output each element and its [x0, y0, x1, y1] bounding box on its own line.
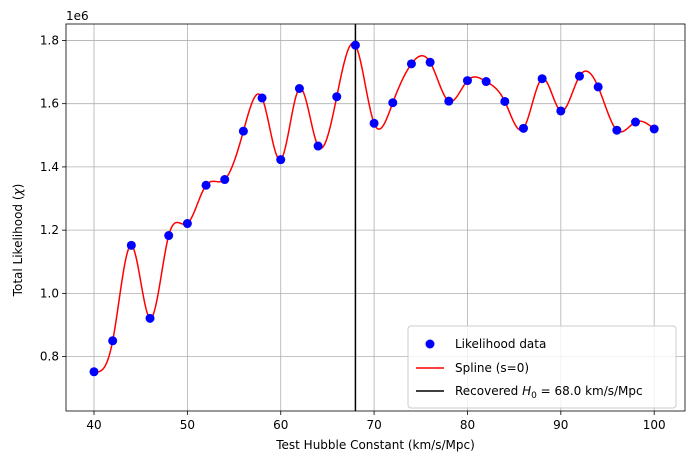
x-axis-label: Test Hubble Constant (km/s/Mpc) — [275, 438, 475, 452]
y-tick-label: 1.0 — [40, 286, 59, 300]
legend: Likelihood data Spline (s=0) Recovered H… — [407, 325, 677, 409]
legend-label-recovered-subscript: 0 — [531, 391, 537, 401]
data-point — [201, 180, 211, 190]
data-point — [518, 123, 528, 133]
data-point — [388, 98, 398, 108]
y-tick-label: 1.6 — [40, 97, 59, 111]
data-point — [481, 77, 491, 87]
x-tick-label: 50 — [180, 418, 195, 432]
data-point — [612, 125, 622, 135]
data-point — [238, 126, 248, 136]
data-point — [500, 96, 510, 106]
x-tick-label: 80 — [460, 418, 475, 432]
y-tick-label: 1.8 — [40, 33, 59, 47]
y-axis-label-suffix: ) — [11, 184, 25, 189]
x-tick-label: 60 — [273, 418, 288, 432]
data-point — [574, 71, 584, 81]
data-point — [182, 219, 192, 229]
data-point — [537, 74, 547, 84]
y-axis-label-symbol: χ — [11, 187, 25, 196]
x-tick-label: 40 — [86, 418, 101, 432]
data-point — [89, 367, 99, 377]
legend-label-spline: Spline (s=0) — [455, 361, 529, 375]
legend-marker-likelihood-data — [425, 339, 435, 349]
ticks: 40 50 60 70 80 90 100 0.8 1.0 1.2 1.4 1.6 1.8 — [40, 33, 666, 432]
data-point — [294, 84, 304, 93]
legend-label-recovered-prefix: Recovered — [455, 384, 522, 398]
data-point — [276, 155, 286, 165]
data-point — [164, 231, 174, 241]
y-tick-label: 1.2 — [40, 223, 59, 237]
data-point — [631, 117, 641, 127]
data-point — [220, 175, 230, 185]
legend-label-recovered-symbol: H — [522, 384, 531, 398]
data-point — [593, 82, 603, 92]
x-tick-label: 70 — [366, 418, 381, 432]
data-point — [350, 40, 360, 50]
data-point — [649, 124, 659, 134]
data-point — [369, 118, 379, 128]
data-point — [126, 240, 136, 250]
data-point — [425, 57, 435, 67]
data-point — [313, 141, 323, 151]
y-axis-label: Total Likelihood (χ) — [11, 184, 25, 298]
x-tick-label: 100 — [643, 418, 666, 432]
data-point — [556, 106, 566, 116]
points-layer — [89, 40, 659, 377]
data-point — [257, 93, 267, 103]
data-point — [462, 76, 472, 86]
y-tick-label: 0.8 — [40, 350, 59, 364]
legend-label-recovered-h0: Recovered H0 = 68.0 km/s/Mpc — [455, 384, 643, 401]
data-point — [406, 59, 416, 69]
y-offset-text: 1e6 — [66, 9, 89, 23]
data-point — [145, 313, 155, 323]
legend-label-recovered-suffix: = 68.0 km/s/Mpc — [537, 384, 643, 398]
plot-frame — [65, 23, 686, 412]
y-axis-label-prefix: Total Likelihood ( — [11, 195, 25, 297]
legend-label-likelihood-data: Likelihood data — [455, 337, 546, 351]
legend-box — [407, 325, 677, 409]
data-point — [108, 336, 118, 346]
data-point — [332, 92, 342, 102]
data-point — [444, 96, 454, 106]
y-tick-label: 1.4 — [40, 160, 59, 174]
x-tick-label: 90 — [553, 418, 568, 432]
